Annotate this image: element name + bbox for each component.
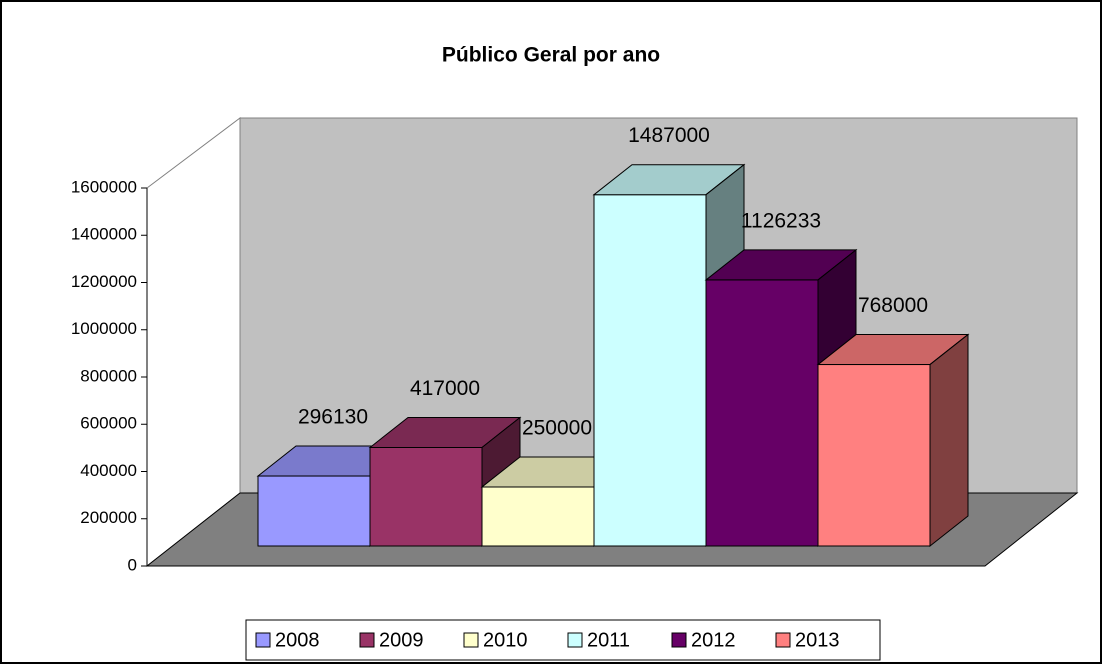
legend-label: 2011	[587, 629, 630, 651]
legend-label: 2009	[379, 629, 424, 651]
value-label: 768000	[858, 294, 928, 317]
legend-swatch	[255, 632, 271, 648]
y-tick-label: 400000	[80, 461, 137, 480]
legend-label: 2010	[483, 629, 528, 651]
y-tick-label: 1000000	[71, 319, 137, 338]
legend-swatch	[567, 632, 583, 648]
y-tick-label: 1400000	[71, 225, 137, 244]
legend-swatch	[671, 632, 687, 648]
legend	[245, 619, 881, 661]
bar-side	[929, 333, 969, 548]
bar	[817, 364, 931, 547]
legend-label: 2008	[275, 629, 320, 651]
legend-swatch	[463, 632, 479, 648]
y-tick-label: 200000	[80, 508, 137, 527]
value-label: 250000	[522, 416, 592, 439]
y-tick-label: 1600000	[71, 177, 137, 196]
value-label: 296130	[298, 406, 368, 429]
chart-title: Público Geral por ano	[442, 44, 660, 67]
bar	[593, 194, 707, 547]
value-label: 1487000	[628, 124, 710, 147]
bar	[369, 446, 483, 547]
legend-label: 2012	[691, 629, 736, 651]
bar	[481, 486, 595, 547]
y-tick-label: 1200000	[71, 272, 137, 291]
value-label: 417000	[410, 377, 480, 400]
legend-label: 2013	[795, 629, 840, 651]
bar	[705, 279, 819, 547]
bar	[257, 475, 371, 547]
legend-swatch	[359, 632, 375, 648]
value-label: 1126233	[741, 209, 821, 232]
y-tick-label: 600000	[80, 414, 137, 433]
y-tick-label: 800000	[80, 366, 137, 385]
y-tick-label: 0	[128, 555, 137, 574]
legend-swatch	[775, 632, 791, 648]
side-wall	[146, 116, 241, 568]
